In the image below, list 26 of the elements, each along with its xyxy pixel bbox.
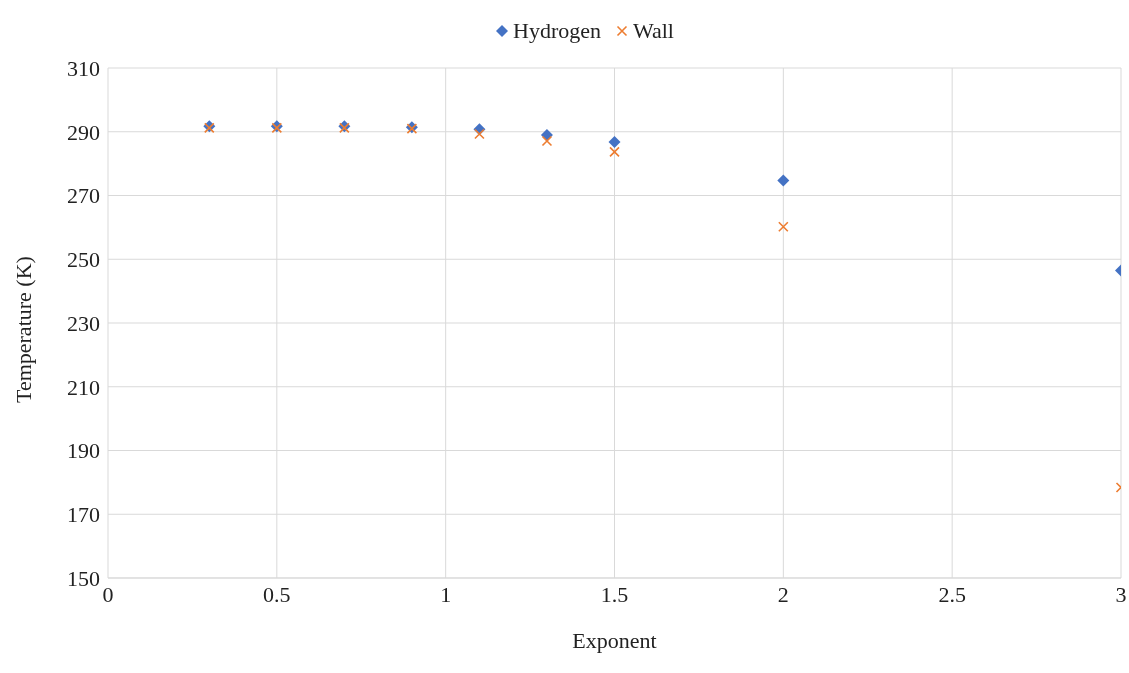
x-tick-label: 0.5 [263,581,291,607]
x-tick-label: 1 [440,581,452,607]
point [609,146,620,158]
y-tick-label: 150 [67,565,100,591]
x-tick-label: 1.5 [600,581,629,607]
point [777,174,790,187]
x-tick-label: 0 [102,581,114,607]
point [541,135,553,147]
x-tick-label: 3 [1115,581,1127,607]
legend-label: Wall [632,18,674,44]
x-axis-title: Exponent [572,628,657,653]
y-tick-label: 190 [67,438,100,464]
legend-label: Hydrogen [512,18,601,44]
point [474,128,485,140]
y-tick-label: 230 [67,310,100,336]
y-tick-label: 270 [67,183,100,209]
y-tick-label: 310 [67,55,100,81]
y-tick-label: 250 [67,247,100,273]
y-axis-title: Temperature (K) [10,256,36,403]
point [778,221,789,233]
point [608,135,621,148]
x-tick-label: 2 [777,581,789,607]
y-tick-label: 170 [67,502,100,528]
x-tick-label: 2.5 [938,581,966,607]
y-tick-label: 290 [67,119,100,145]
y-tick-label: 210 [67,374,100,400]
